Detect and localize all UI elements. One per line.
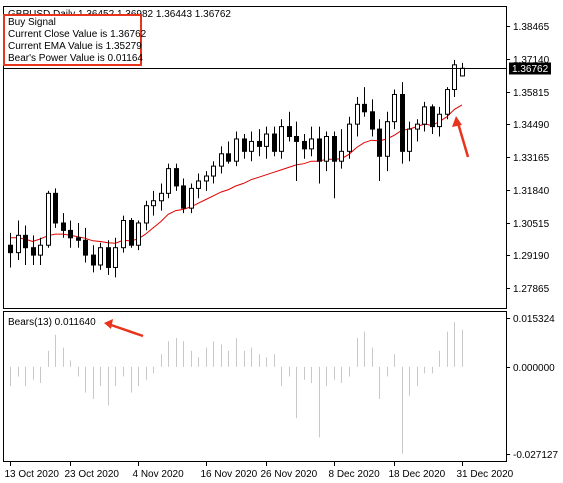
date-axis-label: 31 Dec 2020 xyxy=(457,469,514,480)
candle xyxy=(272,133,277,152)
candle xyxy=(445,89,450,115)
candle xyxy=(181,185,186,209)
candle xyxy=(174,168,179,187)
price-axis-label: 1.34490 xyxy=(513,120,550,131)
price-axis-label: 1.35815 xyxy=(513,88,550,99)
candle xyxy=(136,222,141,246)
price-layer xyxy=(4,59,506,278)
candle xyxy=(196,180,201,189)
candle xyxy=(347,123,352,152)
signal-line-1: Buy Signal xyxy=(8,17,56,28)
indicator-axis-label: 0.015324 xyxy=(513,314,555,325)
candle xyxy=(144,205,149,224)
candle xyxy=(415,123,420,130)
candle xyxy=(407,128,412,152)
candle xyxy=(362,103,367,113)
date-axis-label: 23 Oct 2020 xyxy=(65,469,120,480)
candle xyxy=(98,247,103,266)
candle xyxy=(264,133,269,147)
date-axis-label: 13 Oct 2020 xyxy=(5,469,60,480)
candle xyxy=(46,192,51,246)
candle xyxy=(129,220,134,246)
candle xyxy=(302,140,307,150)
candle xyxy=(400,93,405,152)
signal-info-box: Buy Signal Current Close Value is 1.3676… xyxy=(3,14,147,66)
indicator-axis-label: -0.027127 xyxy=(513,450,558,461)
candle xyxy=(31,247,36,256)
date-axis-label: 4 Nov 2020 xyxy=(133,469,185,480)
candle xyxy=(392,93,397,123)
candle xyxy=(309,138,314,150)
indicator-panel[interactable] xyxy=(3,311,507,462)
candle xyxy=(460,67,465,77)
candle xyxy=(204,175,209,182)
candle xyxy=(249,140,254,152)
candle xyxy=(151,200,156,207)
candle xyxy=(159,192,164,202)
current-price-label: 1.36762 xyxy=(512,64,549,75)
candle xyxy=(437,113,442,128)
candle xyxy=(332,135,337,162)
arrow-annotation-indicator xyxy=(104,319,144,338)
date-axis-label: 26 Nov 2020 xyxy=(261,469,318,480)
candle xyxy=(385,121,390,157)
candle xyxy=(452,64,457,91)
price-axis-label: 1.29190 xyxy=(513,251,550,262)
candle xyxy=(317,138,322,162)
signal-line-4: Bear's Power Value is 0.01164 xyxy=(8,53,143,64)
candle xyxy=(121,220,126,249)
signal-line-2: Current Close Value is 1.36762 xyxy=(8,29,147,40)
candle xyxy=(106,247,111,268)
date-axis-label: 16 Nov 2020 xyxy=(201,469,258,480)
price-axis-label: 1.33165 xyxy=(513,153,550,164)
price-axis-label: 1.27865 xyxy=(513,284,550,295)
signal-line-3: Current EMA Value is 1.35279 xyxy=(8,41,142,52)
candle xyxy=(242,138,247,152)
date-axis-label: 8 Dec 2020 xyxy=(329,469,381,480)
candle xyxy=(53,192,58,224)
price-axis-label: 1.37140 xyxy=(513,55,550,66)
candle xyxy=(377,128,382,157)
candle xyxy=(23,234,28,249)
price-axis-label: 1.38465 xyxy=(513,22,550,33)
candle xyxy=(234,138,239,162)
candle xyxy=(226,153,231,162)
candle xyxy=(91,254,96,266)
price-axis-label: 1.31840 xyxy=(513,186,550,197)
indicator-label: Bears(13) 0.011640 xyxy=(8,317,96,328)
candle xyxy=(8,244,13,254)
candle xyxy=(83,239,88,256)
candle xyxy=(279,126,284,152)
candle xyxy=(61,222,66,231)
candle xyxy=(211,165,216,177)
candle xyxy=(189,187,194,209)
candle xyxy=(16,234,21,254)
candle xyxy=(219,153,224,167)
candle xyxy=(422,106,427,125)
axis-layer: 1.38465 1.37140 1.35815 1.34490 1.33165 1.318… xyxy=(5,22,559,480)
candle xyxy=(339,150,344,162)
candle xyxy=(68,229,73,239)
current-price-tag xyxy=(509,62,551,75)
candle xyxy=(257,140,262,147)
candle xyxy=(294,135,299,142)
candle xyxy=(166,168,171,194)
arrow-annotation-price xyxy=(452,116,470,158)
price-axis-label: 1.30515 xyxy=(513,219,550,230)
candle xyxy=(430,106,435,128)
date-axis-label: 18 Dec 2020 xyxy=(389,469,446,480)
candle xyxy=(370,111,375,130)
candle xyxy=(324,135,329,162)
candle xyxy=(38,244,43,256)
indicator-layer xyxy=(10,321,463,454)
candle xyxy=(76,237,81,241)
candle xyxy=(113,247,118,268)
candle xyxy=(355,103,360,125)
indicator-axis-label: 0.000000 xyxy=(513,363,555,374)
candle xyxy=(287,126,292,137)
